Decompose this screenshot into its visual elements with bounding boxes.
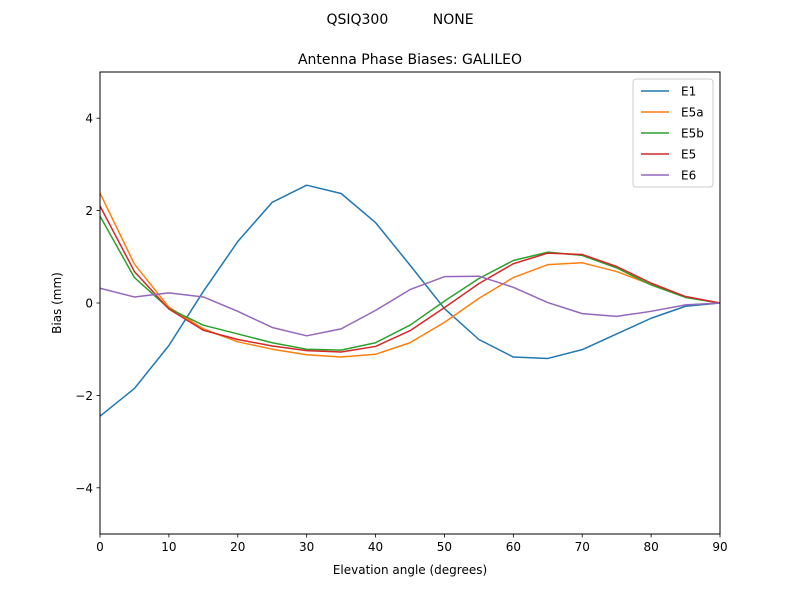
x-tick-label: 50 [437,540,452,554]
legend-label-e1: E1 [681,85,696,99]
y-tick-label: −4 [75,481,93,495]
series-line-e5a [100,192,720,358]
legend-label-e5b: E5b [681,127,704,141]
x-tick-label: 80 [643,540,658,554]
x-tick-label: 90 [712,540,727,554]
y-axis-label: Bias (mm) [50,272,64,334]
x-tick-label: 70 [575,540,590,554]
y-tick-label: 2 [85,204,93,218]
plot-frame [99,71,721,535]
y-tick-label: −2 [75,389,93,403]
series-line-e1 [100,184,720,418]
x-tick-label: 20 [230,540,245,554]
x-tick-label: 40 [368,540,383,554]
x-tick-label: 60 [506,540,521,554]
legend-label-e6: E6 [681,169,696,183]
x-tick-label: 30 [299,540,314,554]
series-line-e5 [100,204,720,353]
x-tick-label: 10 [161,540,176,554]
series-line-e5b [100,215,720,351]
legend: E1 E5a E5b E5 E6 [632,78,714,188]
y-tick-label: 0 [85,297,93,311]
legend-label-e5: E5 [681,148,696,162]
x-axis: 0 10 20 30 40 50 60 70 80 90 [96,534,728,554]
series-line-e6 [100,275,720,337]
legend-box [632,78,714,188]
x-tick-label: 0 [96,540,104,554]
y-axis: −4 −2 0 2 4 [75,112,100,495]
y-tick-label: 4 [85,112,93,126]
series-layer [100,184,720,418]
chart-title: Antenna Phase Biases: GALILEO [298,52,522,68]
x-axis-label: Elevation angle (degrees) [333,563,487,577]
figure-suptitle: QSIQ300 NONE [326,12,473,28]
legend-label-e5a: E5a [681,106,704,120]
